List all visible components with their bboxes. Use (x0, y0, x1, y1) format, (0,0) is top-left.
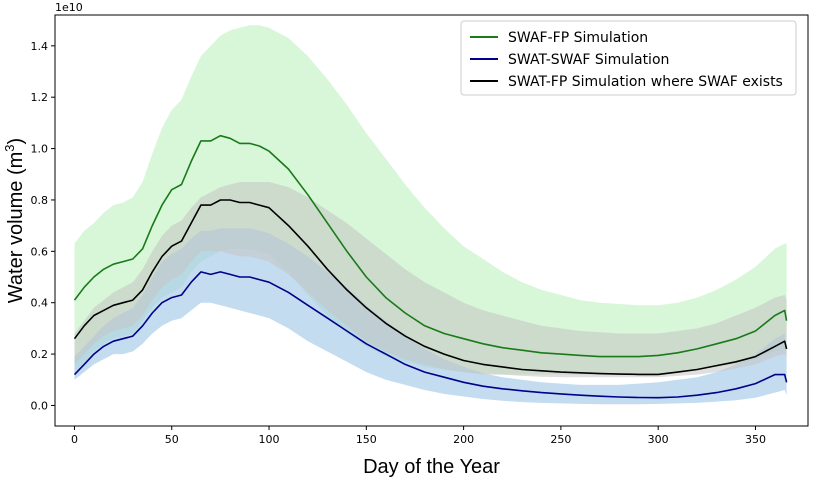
line-swat-fp-simulation-where-swaf-exists (73, 199, 788, 376)
x-tick-label: 350 (745, 433, 766, 446)
y-tick-label: 1.4 (31, 40, 49, 53)
band-swaf-fp-simulation (74, 25, 787, 375)
line-swaf-fp-simulation (73, 134, 788, 358)
band-swat-fp-simulation-where-swaf-exists (74, 182, 787, 378)
legend-label: SWAF-FP Simulation (508, 30, 648, 46)
x-tick-label: 50 (165, 433, 179, 446)
y-axis-ticks: 0.0 0.2 0.4 0.6 0.8 1.0 1.2 1.4 (31, 40, 55, 412)
y-tick-label: 0.4 (31, 297, 49, 310)
y-axis-title-close: ) (5, 138, 27, 145)
line-swat-swaf-simulation (73, 271, 788, 399)
y-tick-label: 1.2 (31, 91, 49, 104)
band-swat-swaf-simulation (74, 228, 787, 405)
x-tick-label: 250 (550, 433, 571, 446)
legend-label: SWAT-FP Simulation where SWAF exists (508, 74, 783, 90)
confidence-bands (74, 25, 787, 405)
x-tick-label: 200 (453, 433, 474, 446)
y-tick-label: 0.2 (31, 348, 49, 361)
y-tick-label: 1.0 (31, 143, 49, 156)
x-tick-label: 100 (259, 433, 280, 446)
plot-frame (54, 14, 809, 427)
y-axis-title: Water volume (m3) (2, 138, 27, 303)
y-tick-label: 0.6 (31, 245, 49, 258)
y-tick-label: 0.8 (31, 194, 49, 207)
y-axis-title-superscript: 3 (2, 144, 17, 151)
legend-box (460, 20, 797, 96)
x-axis-title: Day of the Year (363, 456, 500, 478)
y-axis-title-main: Water volume (m (5, 152, 27, 304)
series-lines (73, 134, 788, 399)
legend: SWAF-FP Simulation SWAT-SWAF Simulation SW… (460, 20, 797, 96)
legend-label: SWAT-SWAF Simulation (508, 52, 669, 68)
x-axis-ticks: 0 50 100 150 200 250 300 350 (71, 426, 766, 446)
x-tick-label: 150 (356, 433, 377, 446)
y-offset-text: 1e10 (55, 1, 83, 14)
x-tick-label: 300 (648, 433, 669, 446)
y-tick-label: 0.0 (31, 399, 49, 412)
x-tick-label: 0 (71, 433, 78, 446)
